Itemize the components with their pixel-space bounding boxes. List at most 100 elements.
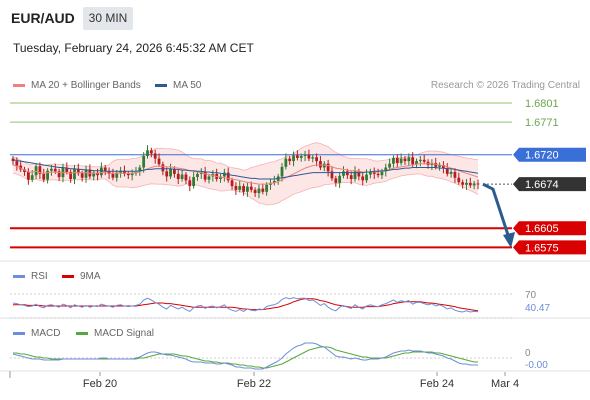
candle-body — [180, 174, 184, 180]
candle-body — [365, 174, 368, 181]
candle-body — [261, 188, 265, 192]
candle-body — [23, 169, 26, 172]
candle-body — [84, 169, 88, 178]
candle-body — [38, 166, 42, 174]
candle-body — [80, 173, 84, 178]
legend-bollinger-label: MA 20 + Bollinger Bands — [31, 80, 141, 91]
candle-body — [57, 171, 61, 178]
candle-body — [284, 158, 288, 167]
rsi-value-label: 40.47 — [525, 303, 550, 314]
macd-value-label: -0.00 — [525, 360, 548, 371]
candle-body — [219, 176, 222, 180]
level-tag-1.6720 — [513, 147, 586, 162]
candle-body — [153, 153, 157, 159]
candle-body — [272, 180, 276, 183]
candle-body — [96, 172, 99, 176]
candle-body — [280, 166, 284, 177]
candle-body — [34, 166, 38, 176]
legend-rsi: RSI — [13, 271, 48, 282]
candle-body — [265, 184, 269, 192]
candle-body — [368, 171, 372, 175]
candlesticks — [11, 145, 480, 199]
bollinger-upper — [12, 142, 479, 171]
candle-body — [130, 173, 134, 176]
candle-body — [207, 176, 211, 180]
candle-body — [342, 171, 345, 176]
x-tick-label-2: Feb 24 — [420, 378, 454, 390]
candle-body — [203, 171, 207, 180]
moving-averages — [12, 159, 479, 185]
candle-body — [453, 171, 457, 178]
candle-body — [253, 189, 257, 194]
candle-body — [184, 174, 188, 181]
candle-body — [315, 157, 318, 162]
candle-body — [76, 168, 80, 174]
candle-body — [438, 164, 441, 167]
candle-body — [476, 183, 480, 185]
forecast-arrow-head — [503, 232, 515, 248]
candle-body — [234, 186, 238, 190]
candle-body — [319, 161, 322, 168]
macd-signal-swatch — [76, 331, 88, 335]
candle-body — [230, 180, 234, 187]
candle-body — [107, 171, 111, 174]
bollinger-swatch — [13, 83, 25, 87]
candle-body — [299, 156, 303, 158]
macd-level-0: 0 — [525, 348, 531, 359]
key-levels — [10, 102, 512, 249]
rsi-ma-swatch — [62, 274, 74, 278]
candle-body — [138, 167, 142, 172]
candle-body — [176, 173, 180, 180]
legend-macd-signal: MACD Signal — [76, 328, 154, 339]
candle-body — [157, 158, 161, 165]
candle-body — [468, 182, 472, 186]
candle-body — [465, 182, 468, 185]
candle-body — [338, 175, 342, 183]
forecast-arrow-shaft — [482, 182, 511, 239]
candle-body — [99, 167, 103, 176]
candle-body — [126, 173, 130, 176]
ma50-swatch — [155, 83, 167, 87]
candle-body — [257, 188, 261, 194]
candle-body — [403, 158, 407, 162]
candle-body — [334, 178, 338, 183]
candle-body — [73, 168, 76, 180]
candle-body — [19, 165, 23, 170]
interval-badge[interactable]: 30 MIN — [83, 7, 133, 30]
level-label-1.6674: 1.6674 — [525, 179, 559, 191]
macd-panel: 0-0.00 — [10, 342, 548, 371]
candle-body — [165, 171, 169, 177]
candle-body — [69, 171, 73, 180]
candle-body — [53, 168, 57, 172]
candle-body — [142, 156, 146, 168]
candle-body — [42, 173, 46, 180]
candle-body — [353, 171, 357, 180]
level-label-1.6605: 1.6605 — [525, 223, 559, 235]
candle-body — [161, 164, 165, 172]
candle-body — [445, 168, 449, 174]
candle-body — [295, 155, 299, 158]
legend-rsi-ma: 9MA — [62, 271, 101, 282]
symbol-title: EUR/AUD — [11, 10, 75, 26]
candle-body — [376, 173, 380, 176]
x-axis: Feb 20 Feb 22 Feb 24 Mar 4 — [9, 371, 519, 390]
candle-body — [461, 182, 465, 185]
ma20-line — [12, 163, 479, 185]
candle-body — [192, 177, 196, 187]
rsi-swatch — [13, 274, 25, 278]
macd-line — [12, 342, 478, 370]
x-tick-label-1: Feb 22 — [237, 378, 271, 390]
legend-rsi-ma-label: 9MA — [80, 271, 101, 282]
candle-body — [422, 159, 426, 162]
candle-body — [238, 186, 242, 190]
candle-body — [472, 183, 476, 186]
candle-body — [169, 168, 172, 177]
level-label-1.6771: 1.6771 — [525, 117, 559, 129]
legend-macd-label: MACD — [31, 328, 61, 339]
candle-body — [26, 171, 30, 180]
candle-body — [345, 171, 349, 176]
credit-text: Research © 2026 Trading Central — [430, 80, 580, 91]
level-label-1.6575: 1.6575 — [525, 242, 559, 254]
candle-body — [111, 173, 115, 178]
